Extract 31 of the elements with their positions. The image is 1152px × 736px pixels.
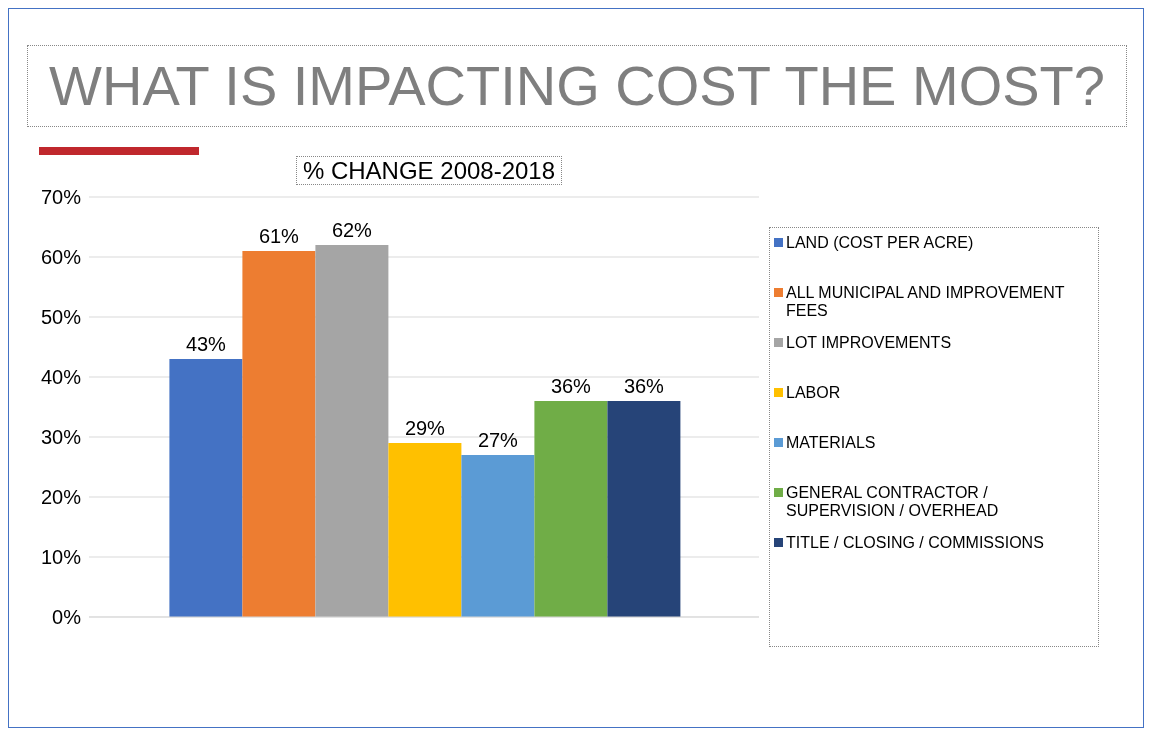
chart-title: WHAT IS IMPACTING COST THE MOST?	[27, 45, 1127, 127]
bar	[534, 401, 608, 617]
y-tick-label: 40%	[40, 366, 82, 389]
data-label: 43%	[185, 333, 227, 355]
data-label: 29%	[404, 417, 446, 439]
data-label: 61%	[258, 225, 300, 247]
y-tick-label: 20%	[40, 486, 82, 509]
legend-label: LABOR	[786, 384, 841, 402]
bar	[169, 359, 243, 617]
y-tick-label: 30%	[40, 426, 82, 449]
y-tick-label: 50%	[40, 306, 82, 329]
legend-label: MATERIALS	[786, 434, 876, 452]
legend-label: TITLE / CLOSING / COMMISSIONS	[786, 534, 1044, 552]
bar	[315, 245, 389, 617]
y-tick-label: 70%	[40, 186, 82, 209]
y-tick-label: 0%	[52, 606, 82, 629]
data-label: 36%	[623, 375, 665, 397]
y-tick-label: 60%	[40, 246, 82, 269]
y-tick-label: 10%	[40, 546, 82, 569]
legend-label: ALL MUNICIPAL AND IMPROVEMENT FEES	[786, 284, 1066, 320]
bar	[607, 401, 681, 617]
legend-label: LOT IMPROVEMENTS	[786, 334, 952, 352]
bar	[242, 251, 316, 617]
bar	[461, 455, 535, 617]
data-label: 36%	[550, 375, 592, 397]
bar	[388, 443, 462, 617]
data-label: 62%	[331, 219, 373, 241]
legend-label: LAND (COST PER ACRE)	[786, 234, 974, 252]
legend-label: GENERAL CONTRACTOR / SUPERVISION / OVERHEAD	[786, 484, 1000, 520]
chart-subtitle: % CHANGE 2008-2018	[295, 156, 563, 185]
data-label: 27%	[477, 429, 519, 451]
